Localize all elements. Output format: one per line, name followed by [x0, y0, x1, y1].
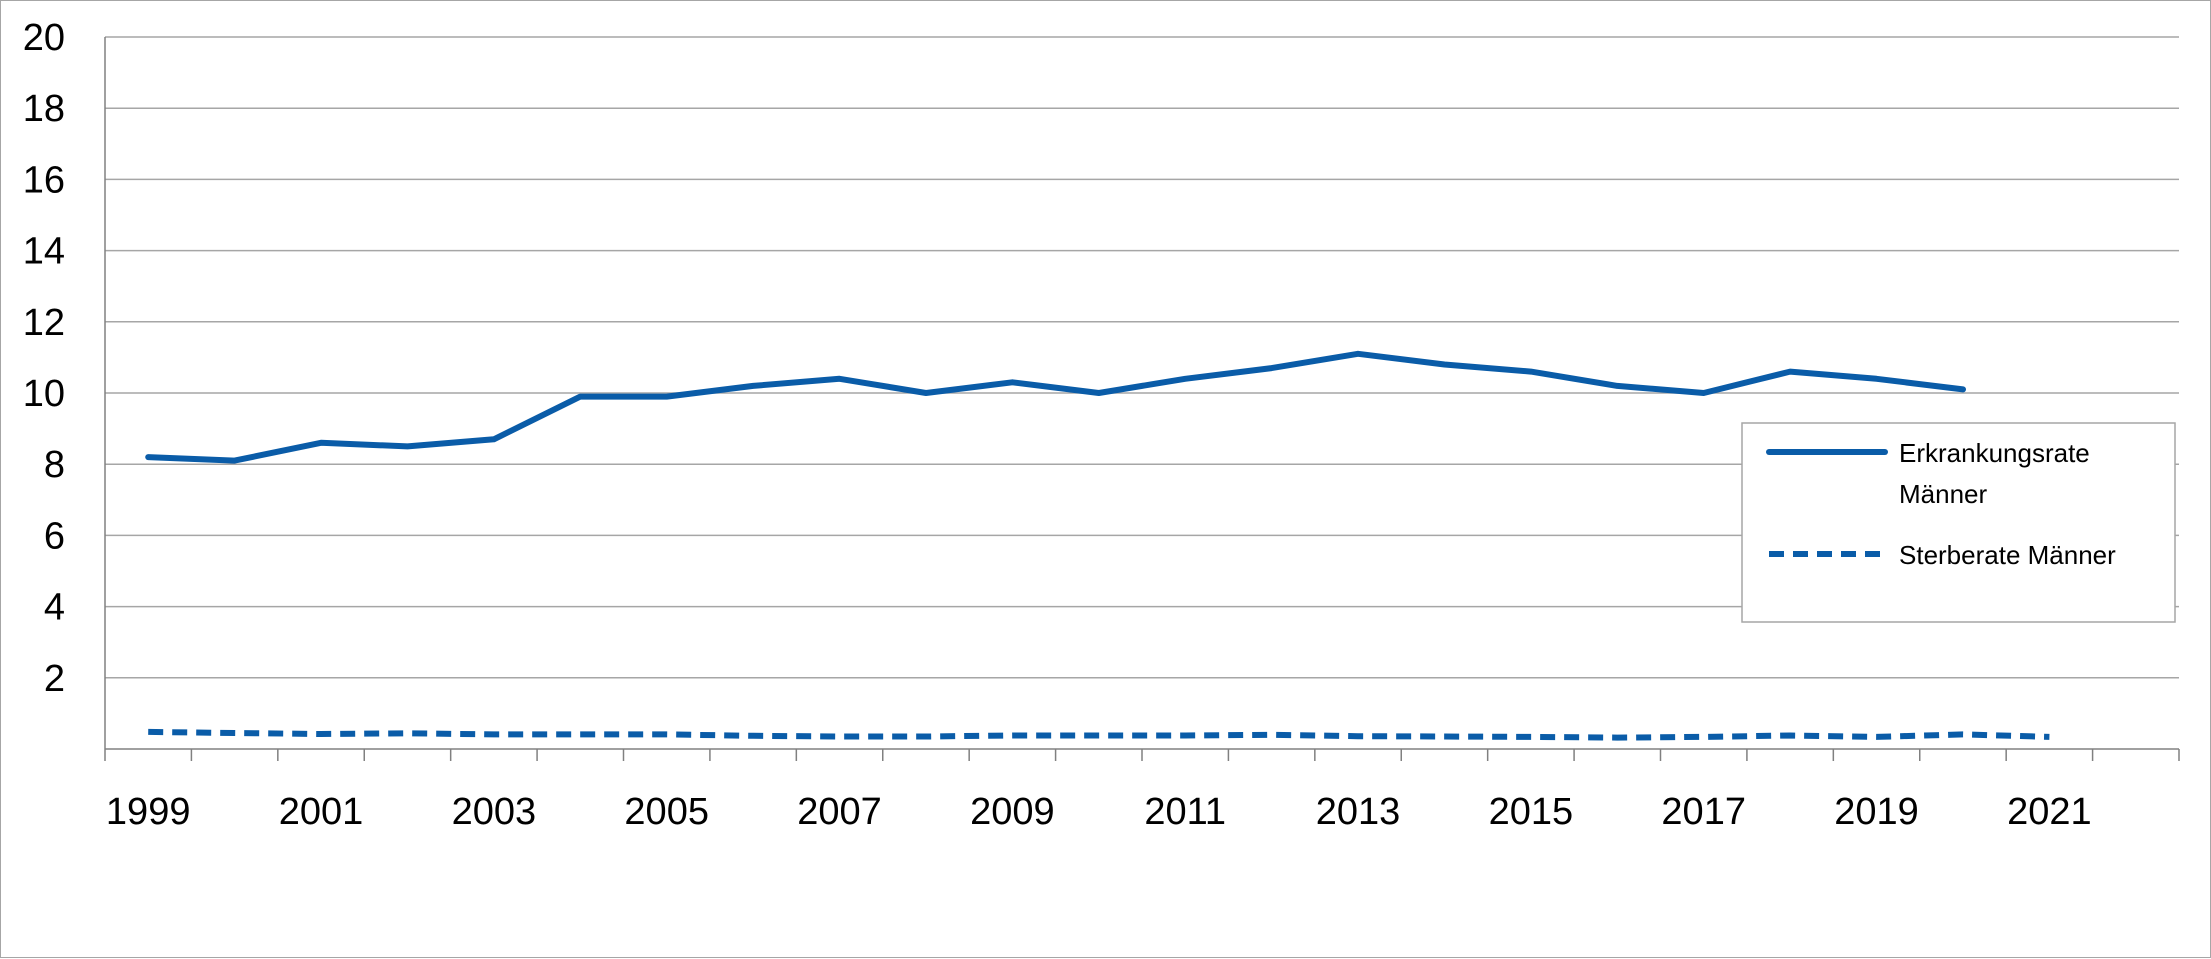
series-line-erkrankungsrate	[145, 350, 1966, 464]
legend-label-erkrankungsrate: Erkrankungsrate Männer	[1899, 438, 2097, 509]
x-tick-label: 2007	[797, 791, 882, 833]
x-tick-label: 2015	[1489, 791, 1574, 833]
legend-label-erkrankungsrate-line1: Erkrankungsrate	[1899, 438, 2090, 468]
legend-label-sterberate: Sterberate Männer	[1899, 540, 2116, 570]
x-tick-label: 2019	[1834, 791, 1919, 833]
x-tick-labels: 1999 2001 2003 2005 2007 2009 2011 2013 2015 2017…	[106, 791, 2092, 833]
y-tick-labels: 2 4 6 8 10 12 14 16 18 20	[23, 17, 65, 700]
series-lines	[145, 350, 2050, 741]
y-tick-label: 8	[44, 444, 65, 486]
y-tick-label: 20	[23, 17, 65, 59]
x-tick-label: 2003	[452, 791, 537, 833]
gridlines	[105, 36, 2179, 679]
x-tick-label: 2021	[2007, 791, 2092, 833]
y-tick-label: 4	[44, 587, 65, 629]
y-tick-label: 14	[23, 231, 65, 273]
x-tick-label: 2013	[1316, 791, 1401, 833]
y-tick-label: 2	[44, 658, 65, 700]
legend-label-erkrankungsrate-line2: Männer	[1899, 479, 1987, 509]
y-tick-label: 16	[23, 159, 65, 201]
y-tick-label: 12	[23, 302, 65, 344]
y-tick-label: 10	[23, 373, 65, 415]
x-tick-label: 1999	[106, 791, 191, 833]
axes	[104, 37, 2180, 761]
x-tick-label: 2005	[624, 791, 709, 833]
series-line-sterberate	[148, 728, 2050, 741]
y-tick-label: 18	[23, 88, 65, 130]
legend: Erkrankungsrate Männer Sterberate Männer	[1741, 422, 2176, 623]
legend-box	[1741, 422, 2176, 623]
x-tick-label: 2001	[279, 791, 364, 833]
x-tick-label: 2011	[1144, 791, 1226, 833]
y-tick-label: 6	[44, 515, 65, 557]
x-tick-label: 2009	[970, 791, 1055, 833]
x-tick-label: 2017	[1661, 791, 1746, 833]
